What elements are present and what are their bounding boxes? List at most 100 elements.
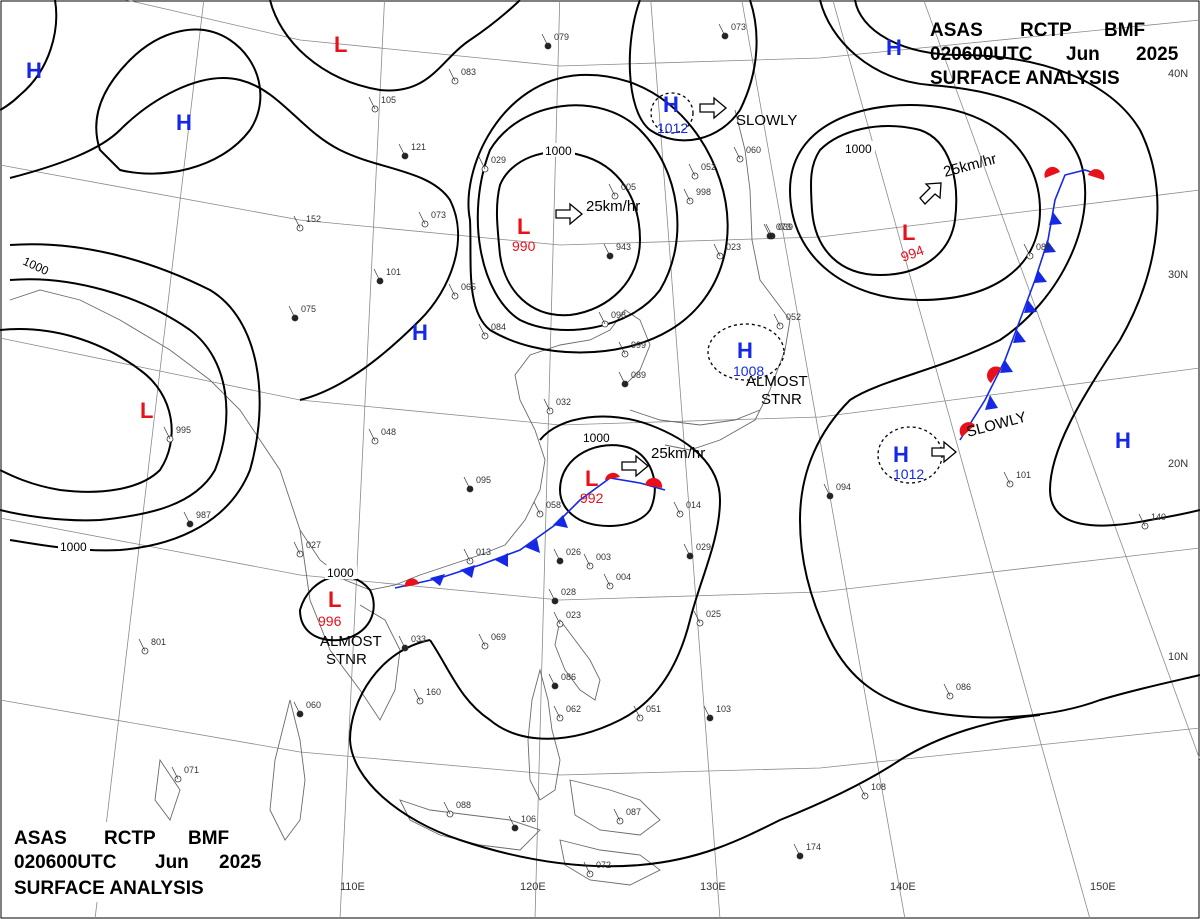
wind-barb-icon [683, 188, 691, 202]
wind-barb-icon [673, 501, 681, 515]
isobar [854, 0, 1200, 527]
coastline [9, 289, 301, 531]
header-month: Jun [1066, 44, 1100, 65]
high-symbol: H [893, 442, 909, 467]
isobar [9, 77, 459, 401]
station-pressure: 086 [956, 682, 971, 692]
high-symbol: H [737, 338, 753, 363]
stationary-note: STNR [761, 391, 802, 408]
station-pressure: 083 [461, 67, 476, 77]
station-pressure: 073 [776, 222, 791, 232]
front-barb [553, 515, 568, 528]
wind-barb-icon [163, 426, 171, 440]
lat-label: 30N [1168, 269, 1188, 281]
station-pressure: 089 [631, 370, 646, 380]
coastline [664, 109, 791, 451]
motion-speed: 25km/hr [942, 150, 999, 180]
front-semicircle [1044, 166, 1060, 178]
stationary-note: ALMOST [320, 633, 382, 650]
wind-barb-icon [553, 705, 561, 719]
isobar [0, 328, 173, 493]
isobar [788, 103, 1042, 302]
station-pressure: 013 [476, 547, 491, 557]
cold-front-barbs [430, 212, 1062, 586]
wind-barb-icon [613, 808, 621, 822]
station-pressure: 029 [491, 155, 506, 165]
front-barb [495, 553, 508, 567]
lon-label: 130E [700, 881, 726, 893]
low-symbol: L [334, 32, 347, 57]
wind-barb-icon [413, 688, 421, 702]
station-pressure: 039 [778, 222, 793, 232]
lat-line [0, 699, 1200, 776]
station-pressure: 105 [381, 95, 396, 105]
station-pressure: 152 [306, 214, 321, 224]
lat-line [0, 517, 1200, 601]
isobar [95, 28, 262, 175]
station-pressure: 103 [716, 704, 731, 714]
wind-barb-icon [618, 341, 626, 355]
low-symbol: L [902, 220, 915, 245]
station-pressure: 023 [566, 610, 581, 620]
lon-label: 120E [520, 881, 546, 893]
lat-line [124, 0, 1200, 67]
station-pressure: 801 [151, 637, 166, 647]
station-pressure: 023 [726, 242, 741, 252]
front-barb [460, 565, 475, 578]
wind-barb-icon [598, 311, 606, 325]
wind-barb-icon [443, 801, 451, 815]
station-pressure: 073 [431, 210, 446, 220]
isobar [476, 104, 679, 331]
isobar-label: 1000 [845, 142, 872, 156]
station-pressure: 004 [616, 572, 631, 582]
longitude-labels: 110E 120E 130E 140E 150E [340, 881, 1116, 893]
coastline [629, 409, 761, 426]
island [269, 699, 306, 841]
front-barb [1034, 270, 1047, 283]
arrow-icon [621, 454, 650, 478]
station-pressure: 060 [746, 145, 761, 155]
front-barb [1024, 300, 1037, 313]
high-symbol: H [176, 110, 192, 135]
wind-barb-icon [688, 163, 696, 177]
station-plots: 079 083 105 121 029 073 101 065 084 075 152 005 943 9… [138, 22, 1166, 878]
lat-line [0, 164, 1200, 246]
wind-barb-icon [943, 683, 951, 697]
station-pressure: 987 [196, 510, 211, 520]
station-pressure: 086 [561, 672, 576, 682]
motion-arrows [555, 96, 958, 478]
station-pressure: 121 [411, 142, 426, 152]
station-pressure: 101 [1016, 470, 1031, 480]
header-title: SURFACE ANALYSIS [930, 68, 1120, 89]
wind-barb-icon [548, 673, 556, 687]
wind-barb-icon [858, 783, 866, 797]
warm-front-semicircles [404, 166, 1105, 587]
lon-line [741, 0, 906, 919]
station-pressure: 084 [491, 322, 506, 332]
wind-barb-icon [1138, 513, 1146, 527]
wind-barb-icon [171, 766, 179, 780]
wind-barb-icon [553, 548, 561, 562]
header-code: RCTP [1020, 20, 1072, 41]
front-barb [430, 574, 445, 586]
high-symbol: H [412, 320, 428, 345]
high-symbol: H [26, 58, 42, 83]
low-pressure: 992 [580, 490, 604, 506]
wind-barb-icon [683, 543, 691, 557]
high-pressure: 1012 [893, 466, 924, 482]
island [559, 839, 661, 886]
lon-line [650, 0, 721, 919]
front-semicircle [605, 472, 620, 480]
station-pressure: 027 [306, 540, 321, 550]
wind-barb-icon [478, 323, 486, 337]
station-pressure: 088 [1036, 242, 1051, 252]
wind-barb-icon [733, 146, 741, 160]
header-code: ASAS [930, 20, 983, 41]
lon-line [923, 0, 1200, 761]
high-symbol: H [886, 35, 902, 60]
isobar-label: 1000 [327, 566, 354, 580]
station-pressure: 999 [631, 340, 646, 350]
header-top-right: ASAS RCTP BMF 020600UTC Jun 2025 SURFACE… [930, 20, 1179, 89]
wind-barb-icon [398, 635, 406, 649]
wind-barb-icon [693, 610, 701, 624]
